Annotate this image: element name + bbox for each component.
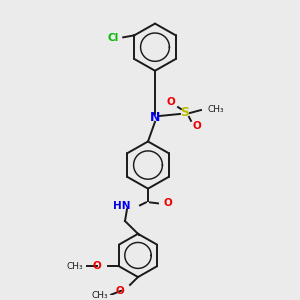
Text: O: O xyxy=(167,97,176,107)
Text: CH₃: CH₃ xyxy=(66,262,83,271)
Text: O: O xyxy=(92,261,101,271)
Text: N: N xyxy=(150,111,160,124)
Text: S: S xyxy=(181,106,190,119)
Text: CH₃: CH₃ xyxy=(92,291,108,300)
Text: O: O xyxy=(115,286,124,296)
Text: HN: HN xyxy=(112,201,130,211)
Text: O: O xyxy=(193,121,201,131)
Text: O: O xyxy=(164,198,173,208)
Text: CH₃: CH₃ xyxy=(208,105,225,114)
Text: Cl: Cl xyxy=(108,33,119,43)
